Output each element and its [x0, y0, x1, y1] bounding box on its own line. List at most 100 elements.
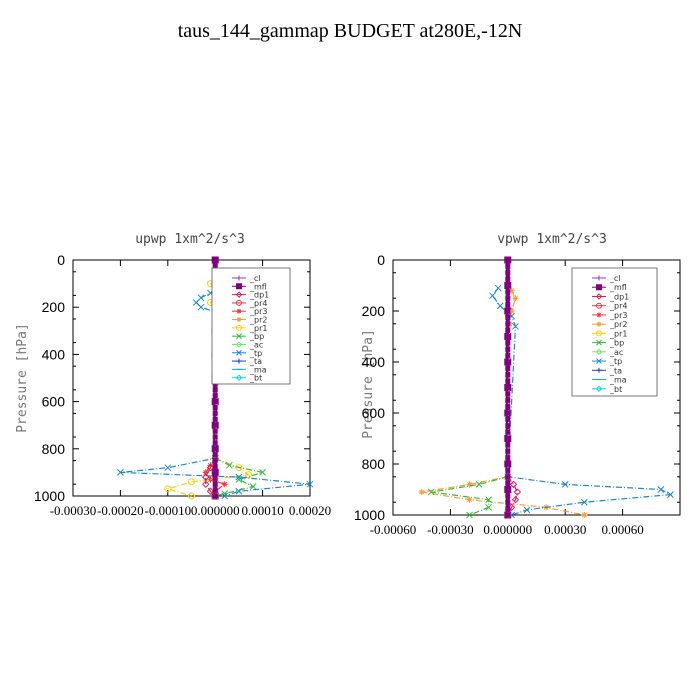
center-marker [505, 372, 511, 378]
center-marker [505, 302, 511, 308]
legend-swatch-marker [596, 321, 602, 327]
series-marker [657, 486, 665, 493]
x-tick-label: 0.00020 [289, 503, 331, 518]
center-marker [505, 327, 511, 333]
series-marker [202, 473, 210, 481]
legend-entry-label: _pr2 [249, 316, 267, 325]
center-marker [505, 397, 511, 403]
legend-swatch-marker [235, 374, 243, 381]
chart-title: upwp 1xm^2/s^3 [135, 232, 245, 247]
legend-entry-label: _ma [249, 365, 267, 374]
legend-entry-label: _ma [609, 376, 627, 385]
series-marker [580, 498, 588, 506]
center-marker [212, 387, 218, 393]
legend-entry-label: _dp1 [609, 292, 629, 301]
center-marker [505, 461, 511, 467]
center-marker [505, 474, 511, 480]
series-marker [512, 295, 519, 302]
series-marker [206, 487, 215, 495]
center-marker [212, 399, 218, 405]
center-marker [212, 416, 218, 422]
chart-title: vpwp 1xm^2/s^3 [497, 232, 607, 247]
series-marker [511, 495, 520, 504]
legend-swatch-marker [236, 358, 242, 364]
series-marker [513, 488, 522, 496]
y-tick-label: 0 [57, 252, 65, 268]
legend-swatch-marker [596, 358, 602, 364]
legend-entry-label: _tp [609, 357, 622, 366]
legend-swatch-marker [236, 275, 242, 281]
legend-entry-label: _ac [249, 340, 263, 349]
center-marker [505, 295, 511, 301]
legend-swatch-marker [236, 283, 242, 290]
center-marker [212, 393, 218, 399]
center-marker [212, 257, 218, 263]
series-marker [306, 480, 314, 488]
center-marker [505, 499, 511, 505]
center-marker [505, 340, 511, 346]
x-tick-label: 0.00060 [601, 522, 643, 537]
series-marker [475, 481, 483, 488]
legend-entry-label: _pr2 [609, 320, 627, 329]
center-marker [505, 404, 511, 410]
series-marker [207, 476, 214, 483]
center-marker [212, 434, 218, 440]
center-marker [505, 429, 511, 435]
center-marker [212, 422, 218, 428]
x-tick-label: -0.00030 [50, 503, 97, 518]
center-marker [505, 283, 511, 288]
legend-entry-label: _tp [249, 349, 262, 358]
y-axis-label: Pressure [hPa] [15, 323, 30, 433]
chart-panel-1: upwp 1xm^2/s^3 Pressure [hPa] 0 200 400 600 80… [15, 232, 331, 518]
series-marker [523, 506, 531, 514]
series-marker [249, 483, 257, 490]
legend-swatch-marker [236, 299, 243, 306]
center-marker [212, 487, 218, 493]
series-marker [508, 287, 515, 294]
center-marker [505, 467, 511, 473]
legend-entry-label: _cl [609, 274, 621, 283]
center-marker [505, 257, 511, 263]
y-tick-label: 0 [377, 252, 385, 268]
center-marker [505, 455, 511, 461]
center-marker [505, 436, 511, 441]
legend-entry-label: _bp [609, 339, 624, 348]
center-marker [505, 270, 511, 276]
series-marker [221, 492, 229, 500]
series-marker [164, 485, 172, 493]
series-marker [466, 511, 473, 519]
center-marker [212, 469, 218, 475]
x-tick-label: -0.00030 [427, 522, 474, 537]
series-marker [485, 503, 493, 511]
legend-swatch-marker [235, 291, 243, 298]
legend-entry-label: _dp1 [249, 291, 269, 300]
legend-entry-label: _mfl [609, 283, 627, 292]
series-marker [496, 302, 504, 310]
legend: _cl_mfl_dp1_pr4_pr3_pr2_pr1_bp_ac_tp_ta_… [571, 267, 658, 397]
legend-box [571, 267, 658, 397]
legend-entry-label: _ta [249, 357, 262, 366]
series-marker [581, 512, 588, 518]
series-marker [202, 480, 210, 488]
legend-entry-label: _pr1 [609, 329, 627, 338]
legend-swatch-marker [236, 317, 242, 323]
y-tick-label: 1000 [354, 507, 385, 523]
x-tick-label: 0.000000 [483, 522, 532, 537]
legend-swatch-marker [236, 333, 242, 340]
series-marker [202, 469, 209, 476]
series-marker [235, 473, 243, 481]
series-marker [188, 478, 196, 486]
x-tick-label: 0.000000 [191, 503, 240, 518]
center-marker [505, 385, 511, 390]
center-marker [505, 314, 511, 320]
y-tick-label: 600 [362, 405, 386, 421]
center-marker [505, 410, 511, 416]
series-marker [164, 464, 172, 472]
center-marker [212, 410, 218, 416]
legend-entry-label: _pr4 [609, 302, 627, 311]
center-marker [505, 263, 511, 269]
legend-entry-label: _pr4 [249, 299, 267, 308]
series-line-tp [491, 287, 673, 516]
center-marker [505, 480, 511, 486]
